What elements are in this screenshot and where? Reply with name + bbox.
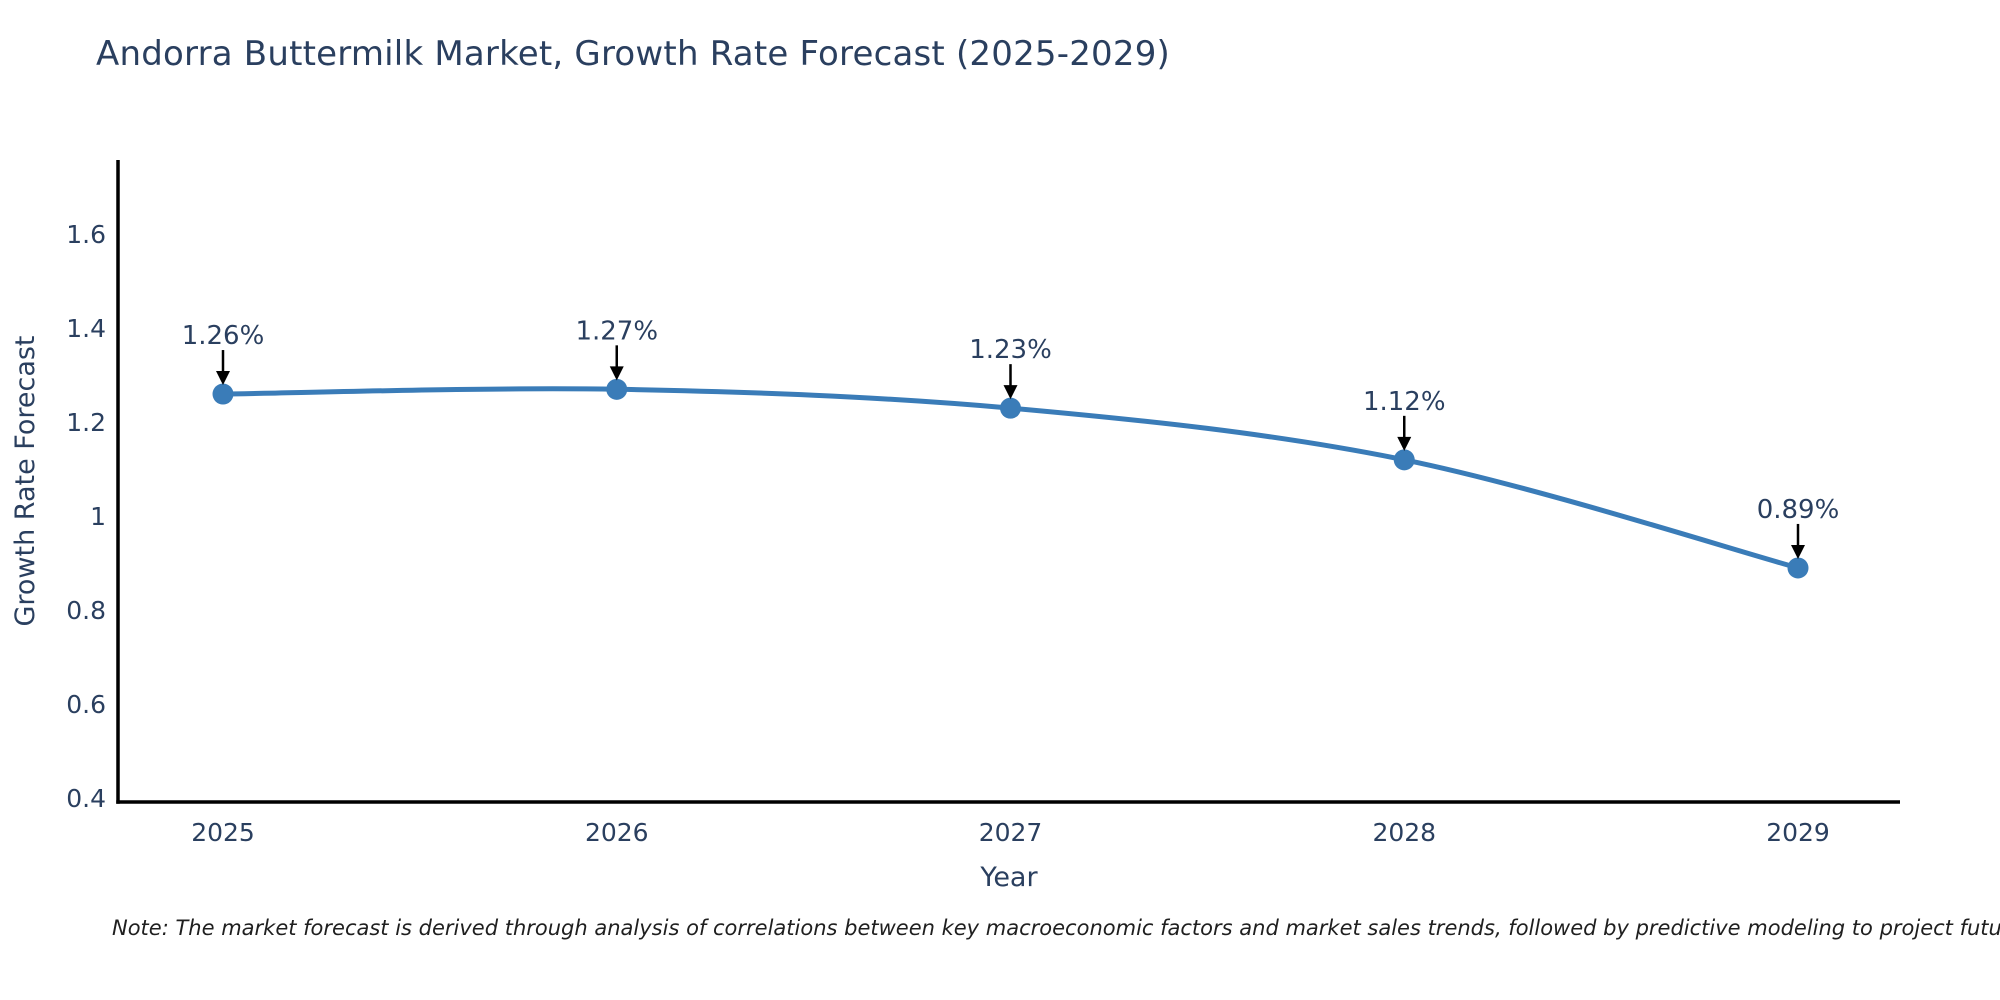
data-point-marker — [212, 383, 234, 405]
data-point-marker — [1000, 397, 1021, 419]
data-point-label: 0.89% — [1757, 495, 1840, 525]
data-point-marker — [1393, 449, 1415, 471]
y-tick-label: 1.2 — [66, 408, 106, 437]
data-point-marker — [606, 378, 628, 400]
annotation-arrowhead — [1397, 436, 1412, 451]
chart-title: Andorra Buttermilk Market, Growth Rate F… — [96, 34, 1171, 74]
y-tick-label: 0.8 — [66, 596, 106, 625]
y-tick-label: 0.6 — [66, 690, 106, 719]
data-point-marker — [1787, 557, 1809, 579]
y-axis-title: Growth Rate Forecast — [10, 335, 41, 626]
y-tick-label: 1 — [90, 502, 106, 531]
x-tick-label: 2026 — [585, 818, 649, 847]
footnote: Note: The market forecast is derived thr… — [112, 916, 2000, 940]
y-tick-label: 1.4 — [66, 314, 106, 343]
data-point-label: 1.26% — [182, 321, 265, 351]
y-tick-label: 1.6 — [66, 220, 106, 249]
x-axis-title: Year — [979, 862, 1038, 893]
y-tick-label: 0.4 — [66, 784, 106, 813]
x-tick-label: 2025 — [191, 818, 255, 847]
x-tick-label: 2029 — [1766, 818, 1830, 847]
annotation-arrowhead — [609, 366, 624, 381]
x-tick-label: 2028 — [1372, 818, 1436, 847]
data-point-label: 1.27% — [575, 316, 658, 346]
x-tick-label: 2027 — [979, 818, 1043, 847]
annotation-arrowhead — [1791, 544, 1805, 559]
annotation-arrowhead — [216, 371, 230, 386]
data-point-label: 1.23% — [969, 335, 1052, 365]
data-point-label: 1.12% — [1363, 387, 1446, 417]
annotation-arrowhead — [1003, 385, 1018, 400]
